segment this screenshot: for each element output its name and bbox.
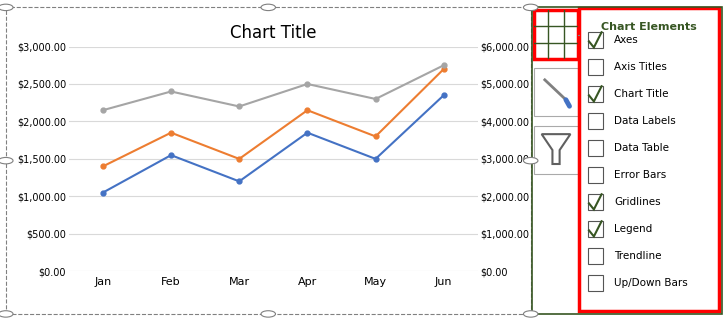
Item 1 bbox=[167, 153, 175, 157]
Text: Data Table: Data Table bbox=[614, 143, 669, 153]
Item 2 bbox=[167, 131, 175, 134]
Item 3 bbox=[371, 97, 380, 101]
Item 3 bbox=[303, 82, 312, 86]
Text: Legend: Legend bbox=[614, 224, 652, 234]
Bar bbox=[588, 167, 603, 183]
Line: Item 1: Item 1 bbox=[101, 93, 446, 195]
Text: Gridlines: Gridlines bbox=[614, 197, 661, 207]
Item 1 bbox=[235, 179, 243, 183]
Item 2 bbox=[235, 157, 243, 161]
Bar bbox=[588, 58, 603, 75]
Bar bbox=[588, 85, 603, 102]
Text: Up/Down Bars: Up/Down Bars bbox=[614, 278, 688, 288]
Text: Trendline: Trendline bbox=[614, 251, 662, 261]
Text: Data Labels: Data Labels bbox=[614, 116, 676, 126]
Bar bbox=[588, 194, 603, 210]
Item 1 bbox=[303, 131, 312, 134]
Text: Chart Elements: Chart Elements bbox=[601, 22, 697, 32]
Text: Error Bars: Error Bars bbox=[614, 170, 666, 180]
Title: Chart Title: Chart Title bbox=[230, 24, 316, 42]
Line: Item 2: Item 2 bbox=[101, 66, 446, 169]
Item 2 bbox=[303, 108, 312, 112]
Bar bbox=[588, 31, 603, 48]
Bar bbox=[588, 221, 603, 237]
Text: Chart Title: Chart Title bbox=[614, 89, 669, 99]
Bar bbox=[588, 247, 603, 264]
Text: Axis Titles: Axis Titles bbox=[614, 62, 667, 72]
Line: Item 3: Item 3 bbox=[101, 63, 446, 113]
Item 1 bbox=[439, 93, 448, 97]
Bar bbox=[588, 113, 603, 129]
Bar bbox=[588, 274, 603, 291]
Item 3 bbox=[235, 105, 243, 108]
Item 3 bbox=[167, 90, 175, 93]
Item 1 bbox=[371, 157, 380, 161]
Bar bbox=[588, 140, 603, 156]
Item 2 bbox=[371, 134, 380, 138]
Item 3 bbox=[439, 63, 448, 67]
Item 1 bbox=[98, 191, 107, 195]
Item 2 bbox=[439, 67, 448, 71]
Text: Axes: Axes bbox=[614, 35, 639, 45]
Item 2 bbox=[98, 164, 107, 168]
Item 3 bbox=[98, 108, 107, 112]
